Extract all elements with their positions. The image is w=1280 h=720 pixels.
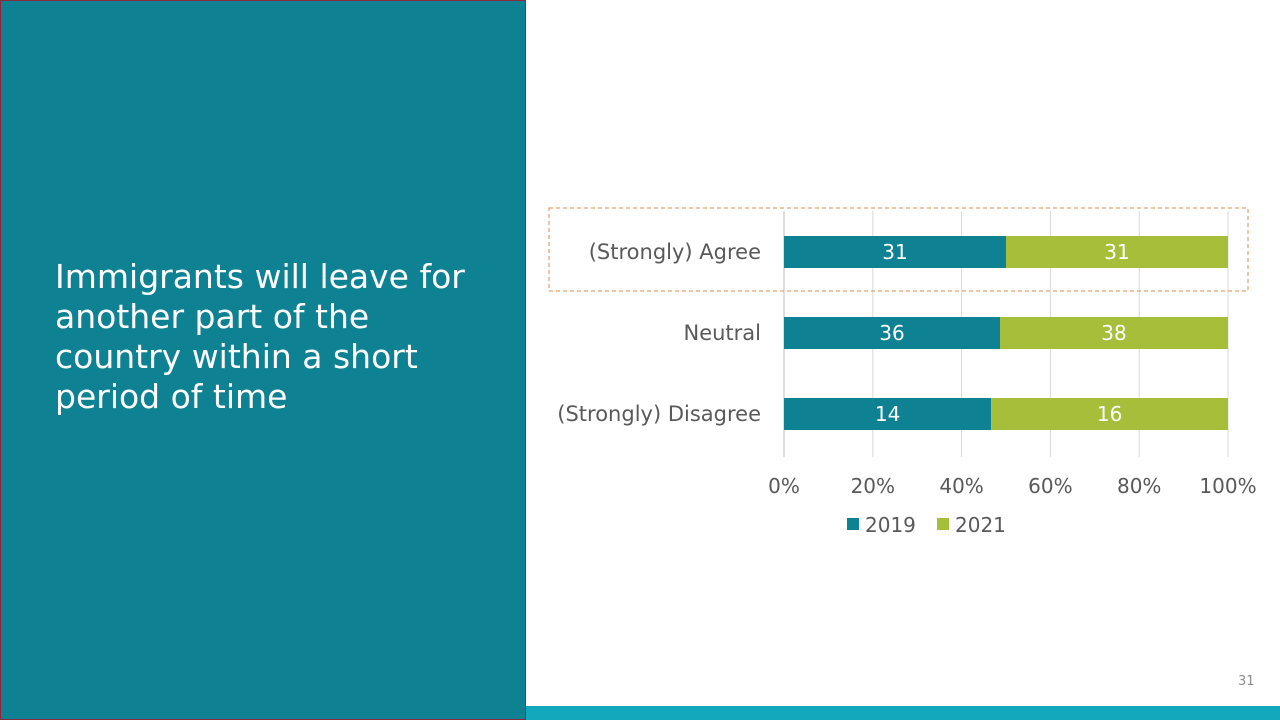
bar-2019-0 [784,236,1006,268]
legend-label: 2019 [865,513,916,537]
category-labels: (Strongly) Agree Neutral (Strongly) Disagr… [557,240,761,426]
title-panel: Immigrants will leave for another part o… [0,0,526,720]
data-label: 38 [1101,321,1126,345]
category-label: (Strongly) Disagree [557,402,761,426]
category-label: Neutral [683,321,761,345]
x-tick-label: 0% [768,474,800,498]
bar-2019-1 [784,317,1000,349]
data-label: 36 [879,321,904,345]
x-tick-label: 80% [1117,474,1161,498]
bar-2021-0 [1006,236,1228,268]
data-label: 31 [882,240,907,264]
x-tick-label: 60% [1028,474,1072,498]
legend: 2019 2021 [847,513,1006,537]
x-tick-labels: 0% 20% 40% 60% 80% 100% [768,474,1256,498]
x-tick-label: 100% [1199,474,1256,498]
page-number: 31 [1238,674,1255,689]
legend-swatch-2021 [937,518,949,530]
data-label: 14 [875,402,900,426]
category-label: (Strongly) Agree [589,240,761,264]
bars: 31 31 36 38 14 16 [784,236,1228,430]
bar-2021-2 [991,398,1228,430]
legend-swatch-2019 [847,518,859,530]
x-tick-label: 20% [851,474,895,498]
data-label: 31 [1104,240,1129,264]
highlight-box [548,207,1249,292]
x-tick-label: 40% [939,474,983,498]
bottom-accent-bar [526,706,1280,720]
bar-2021-1 [1000,317,1228,349]
legend-label: 2021 [955,513,1006,537]
data-label: 16 [1097,402,1122,426]
slide-title: Immigrants will leave for another part o… [55,257,465,416]
bar-2019-2 [784,398,992,430]
